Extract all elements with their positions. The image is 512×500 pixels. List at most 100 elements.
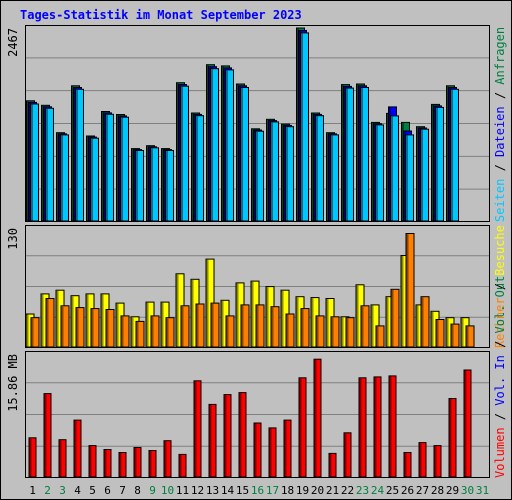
bar-seiten-day-11	[180, 85, 189, 222]
bar-shade	[269, 428, 272, 477]
bar-shade	[314, 359, 317, 477]
legend-besuche: Besuche	[493, 225, 507, 276]
x-label-day-10: 10	[161, 484, 174, 497]
bar-shade	[226, 316, 229, 347]
bar-rechner-day-11	[180, 305, 190, 348]
bar-shade	[356, 285, 359, 347]
bar-volumen-day-29	[448, 398, 457, 478]
bar-shade	[46, 108, 48, 221]
bar-shade	[239, 393, 242, 477]
bar-shade	[406, 234, 409, 347]
bar-shade	[196, 304, 199, 347]
bar-volumen-day-27	[418, 442, 427, 478]
legend-separator: /	[493, 406, 507, 428]
bar-shade	[316, 316, 319, 347]
bar-rechner-day-10	[165, 317, 175, 348]
x-label-day-7: 7	[119, 484, 126, 497]
x-label-day-24: 24	[371, 484, 385, 497]
bar-shade	[374, 377, 377, 477]
bar-shade	[196, 116, 198, 221]
bar-seiten-day-22	[345, 87, 354, 222]
bar-shade	[371, 305, 374, 347]
bar-shade	[31, 104, 33, 221]
bar-shade	[104, 450, 107, 477]
bar-shade	[224, 395, 227, 477]
bar-shade	[164, 441, 167, 477]
x-label-day-6: 6	[104, 484, 111, 497]
x-label-day-28: 28	[431, 484, 444, 497]
x-label-day-16: 16	[251, 484, 264, 497]
bar-shade	[421, 129, 423, 221]
x-label-day-17: 17	[266, 484, 279, 497]
bar-shade	[329, 453, 332, 477]
legend-rechner: Rechner	[493, 297, 507, 348]
bar-volumen-day-23	[358, 377, 367, 478]
bar-rechner-day-15	[240, 304, 250, 348]
bar-shade	[211, 303, 214, 347]
bar-seiten-day-9	[150, 147, 159, 222]
bar-rechner-day-3	[60, 305, 70, 348]
series-legend: Seiten / Dateien / Anfragen	[493, 27, 507, 222]
bar-shade	[106, 310, 109, 347]
bar-rechner-day-12	[195, 303, 205, 348]
bar-volumen-day-25	[388, 375, 397, 478]
bar-rechner-day-27	[420, 296, 430, 348]
bar-shade	[91, 309, 94, 347]
bar-seiten-day-24	[375, 124, 384, 222]
bar-shade	[389, 376, 392, 477]
bar-seiten-day-27	[420, 128, 429, 222]
bar-seiten-day-23	[360, 87, 369, 222]
bar-seiten-day-5	[90, 137, 99, 222]
bar-shade	[91, 138, 93, 221]
bar-seiten-day-21	[330, 134, 339, 222]
bar-shade	[44, 394, 47, 477]
bar-seiten-day-8	[135, 150, 144, 222]
legend-separator: /	[493, 157, 507, 179]
bar-shade	[299, 378, 302, 477]
x-label-day-22: 22	[341, 484, 354, 497]
bar-rechner-day-16	[255, 304, 265, 348]
bar-shade	[151, 316, 154, 347]
bar-volumen-day-13	[208, 403, 217, 478]
bar-shade	[209, 404, 212, 477]
bar-seiten-day-14	[225, 69, 234, 222]
bar-shade	[131, 317, 134, 347]
bar-shade	[286, 314, 289, 347]
bar-shade	[116, 303, 119, 347]
legend-volumen: Volumen	[493, 427, 507, 478]
bar-rechner-day-28	[435, 319, 445, 348]
bar-shade	[121, 316, 124, 347]
bar-shade	[446, 318, 449, 347]
bar-shade	[406, 135, 408, 221]
bar-shade	[166, 151, 168, 221]
bar-seiten-day-1	[30, 103, 39, 222]
bar-shade	[466, 326, 469, 347]
bar-rechner-day-9	[150, 315, 160, 348]
bar-shade	[311, 298, 314, 347]
bar-shade	[59, 440, 62, 477]
bar-seiten-day-17	[270, 121, 279, 222]
bar-volumen-day-10	[163, 440, 172, 478]
bar-shade	[166, 318, 169, 347]
bar-rechner-day-23	[360, 305, 370, 348]
chart-title: Tages-Statistik im Monat September 2023	[20, 8, 302, 22]
bar-shade	[391, 116, 393, 221]
bar-shade	[361, 306, 364, 347]
bar-volumen-day-24	[373, 376, 382, 478]
bar-seiten-day-7	[120, 116, 129, 222]
bar-volumen-day-1	[28, 437, 37, 478]
bar-rechner-day-1	[30, 317, 40, 348]
bar-shade	[136, 151, 138, 221]
x-label-day-1: 1	[29, 484, 36, 497]
bar-shade	[271, 122, 273, 221]
bar-shade	[194, 381, 197, 477]
bar-rechner-day-29	[450, 323, 460, 348]
bar-rechner-day-18	[285, 313, 295, 348]
legend-separator: /	[493, 333, 507, 355]
x-label-day-4: 4	[74, 484, 81, 497]
legend-vol-out: Vol. Out	[493, 276, 507, 334]
bar-shade	[29, 438, 32, 477]
x-label-day-25: 25	[386, 484, 399, 497]
bar-shade	[256, 131, 258, 221]
